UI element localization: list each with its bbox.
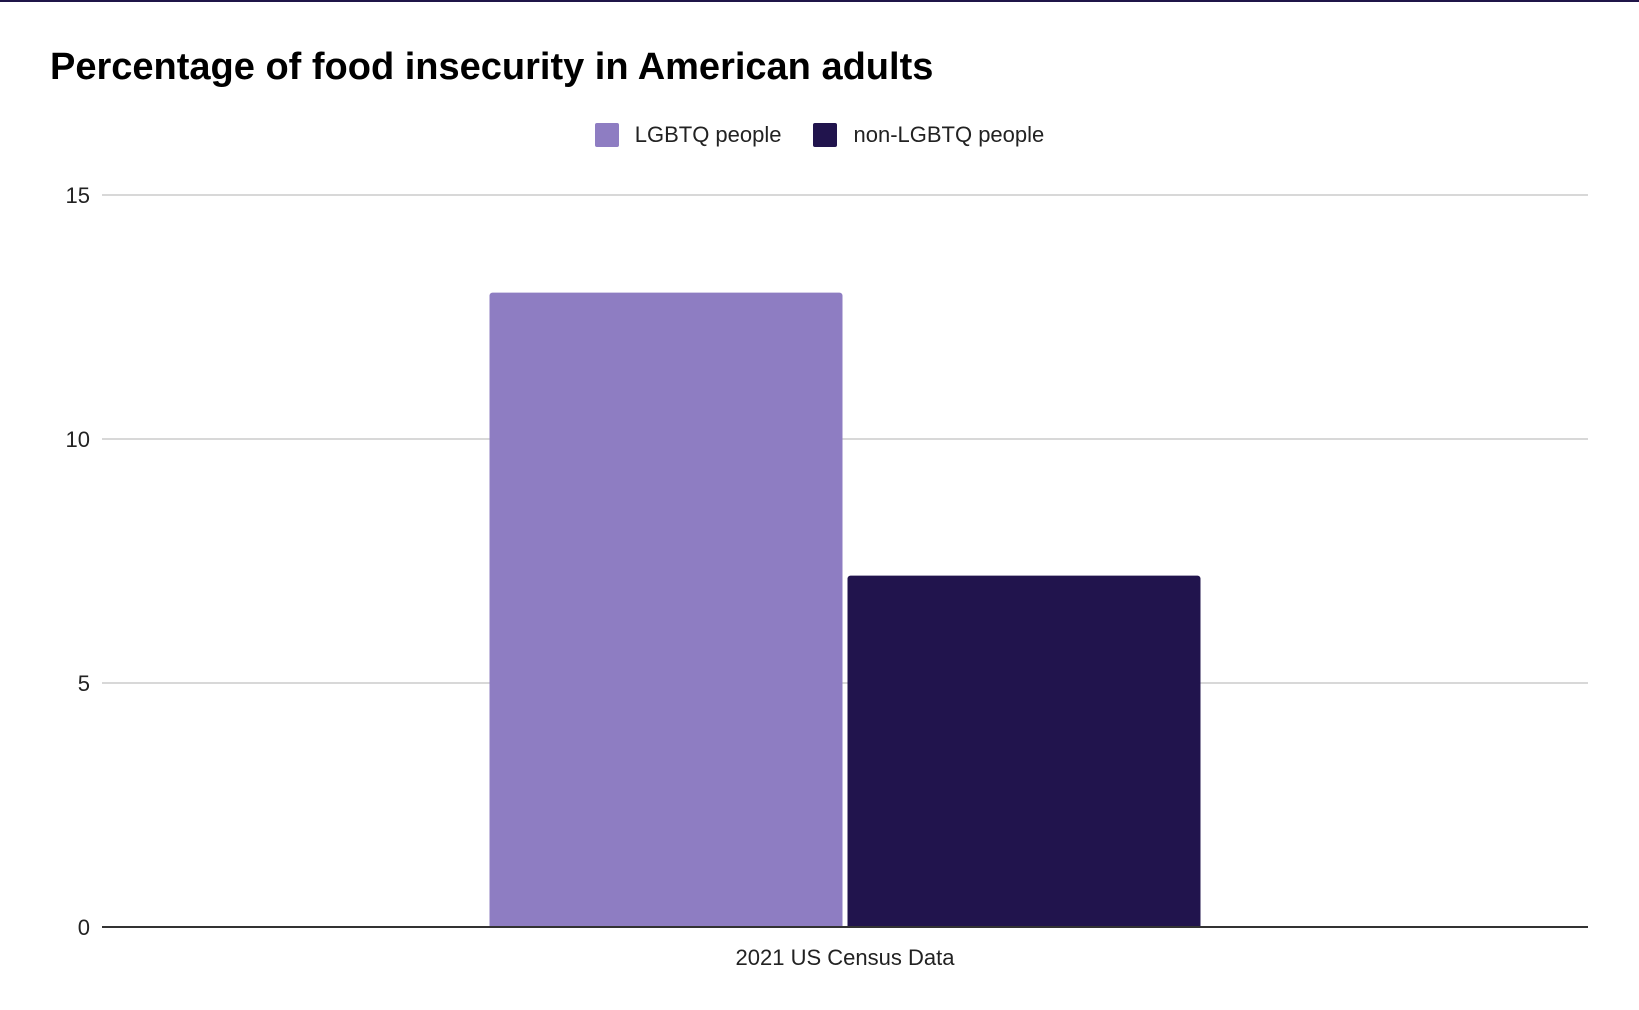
bar-base-non-lgbtq — [847, 923, 1201, 927]
x-tick-label: 2021 US Census Data — [736, 945, 956, 970]
bar-lgbtq — [489, 292, 843, 928]
y-tick-label: 15 — [66, 183, 90, 208]
legend-swatch-lgbtq — [594, 123, 619, 147]
legend-label-non-lgbtq: non-LGBTQ people — [853, 122, 1045, 147]
bar-base-lgbtq — [489, 923, 843, 927]
bar-non-lgbtq — [847, 575, 1201, 927]
y-tick-label: 10 — [66, 427, 90, 452]
y-tick-label: 0 — [78, 915, 90, 940]
legend-swatch-non-lgbtq — [813, 123, 838, 147]
top-border — [0, 0, 1639, 2]
legend-label-lgbtq: LGBTQ people — [634, 122, 782, 147]
legend-item-non-lgbtq[interactable]: non-LGBTQ people — [813, 122, 1044, 148]
y-tick-label: 5 — [78, 671, 90, 696]
legend-item-lgbtq[interactable]: LGBTQ people — [594, 122, 782, 148]
legend: LGBTQ people non-LGBTQ people — [0, 122, 1639, 148]
chart-title: Percentage of food insecurity in America… — [50, 46, 934, 88]
